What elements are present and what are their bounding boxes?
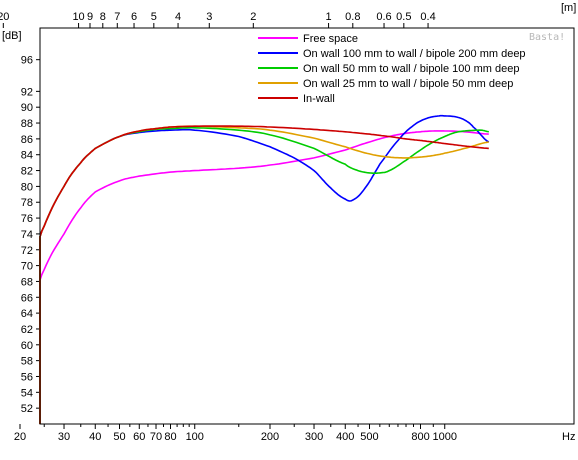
y-tick-label: 92 bbox=[21, 86, 33, 98]
y-tick-label: 76 bbox=[21, 213, 33, 225]
y-tick-label: 64 bbox=[21, 308, 33, 320]
y-tick-label: 86 bbox=[21, 134, 33, 146]
legend: Free space On wall 100 mm to wall / bipol… bbox=[258, 33, 526, 105]
y-tick-label: 88 bbox=[21, 118, 33, 130]
y-tick-label: 74 bbox=[21, 229, 33, 241]
y-tick-label: 96 bbox=[21, 55, 33, 67]
y-tick-label: 54 bbox=[21, 387, 33, 399]
y-tick-label: 80 bbox=[21, 181, 33, 193]
top-tick-label: 0.5 bbox=[396, 11, 411, 23]
y-tick-label: 62 bbox=[21, 324, 33, 336]
top-tick-label: 0.8 bbox=[345, 11, 360, 23]
top-tick-label: 3 bbox=[206, 11, 212, 23]
top-tick-label: 0.6 bbox=[376, 11, 391, 23]
legend-label: On wall 25 mm to wall / bipole 50 mm dee… bbox=[303, 78, 513, 90]
y-tick-label: 60 bbox=[21, 340, 33, 352]
top-tick-label: 9 bbox=[87, 11, 93, 23]
x-tick-label: 200 bbox=[261, 431, 279, 443]
y-tick-label: 72 bbox=[21, 245, 33, 257]
y-tick-label: 84 bbox=[21, 150, 33, 162]
top-tick-label: 7 bbox=[114, 11, 120, 23]
top-distance-axis: 3020109876543210.80.60.50.4 bbox=[0, 11, 436, 28]
y-tick-label: 56 bbox=[21, 371, 33, 383]
legend-label: On wall 100 mm to wall / bipole 200 mm d… bbox=[303, 48, 526, 60]
plot-frame bbox=[39, 27, 575, 425]
y-tick-label: 82 bbox=[21, 166, 33, 178]
x-axis-unit: Hz bbox=[562, 431, 575, 443]
series-layer bbox=[39, 114, 490, 424]
x-tick-label: 30 bbox=[58, 431, 70, 443]
y-axis-unit: [dB] bbox=[2, 30, 22, 42]
y-tick-label: 58 bbox=[21, 356, 33, 368]
x-tick-label: 20 bbox=[14, 431, 26, 443]
x-tick-label: 400 bbox=[336, 431, 354, 443]
y-tick-label: 52 bbox=[21, 403, 33, 415]
y-tick-label: 68 bbox=[21, 276, 33, 288]
top-axis-unit: [m] bbox=[561, 2, 576, 14]
legend-label: Free space bbox=[303, 33, 358, 45]
x-tick-label: 80 bbox=[164, 431, 176, 443]
top-tick-label: 0.4 bbox=[420, 11, 435, 23]
y-tick-label: 78 bbox=[21, 197, 33, 209]
top-tick-label: 6 bbox=[131, 11, 137, 23]
series-line-4 bbox=[39, 125, 489, 424]
y-tick-label: 90 bbox=[21, 102, 33, 114]
top-tick-label: 2 bbox=[250, 11, 256, 23]
x-tick-label: 70 bbox=[150, 431, 162, 443]
x-tick-label: 40 bbox=[89, 431, 101, 443]
y-axis: 52 54 56 58 60 62 64 66 68 70 72 74 76 78 80 82 84 86 88 90… bbox=[21, 55, 40, 415]
x-tick-label: 100 bbox=[186, 431, 204, 443]
y-tick-label: 70 bbox=[21, 261, 33, 273]
top-tick-label: 10 bbox=[72, 11, 84, 23]
x-tick-label: 500 bbox=[360, 431, 378, 443]
watermark: Basta! bbox=[529, 32, 565, 43]
x-tick-label: 60 bbox=[133, 431, 145, 443]
top-tick-label: 1 bbox=[326, 11, 332, 23]
top-tick-label: 5 bbox=[151, 11, 157, 23]
legend-label: In-wall bbox=[303, 93, 335, 105]
series-line-0 bbox=[39, 130, 489, 424]
x-tick-label: 50 bbox=[113, 431, 125, 443]
legend-label: On wall 50 mm to wall / bipole 100 mm de… bbox=[303, 63, 519, 75]
top-tick-label: 20 bbox=[0, 11, 9, 23]
x-tick-label: 300 bbox=[305, 431, 323, 443]
x-tick-label: 1000 bbox=[433, 431, 457, 443]
top-tick-label: 8 bbox=[100, 11, 106, 23]
x-tick-label: 800 bbox=[411, 431, 429, 443]
top-tick-label: 4 bbox=[175, 11, 181, 23]
y-tick-label: 66 bbox=[21, 292, 33, 304]
